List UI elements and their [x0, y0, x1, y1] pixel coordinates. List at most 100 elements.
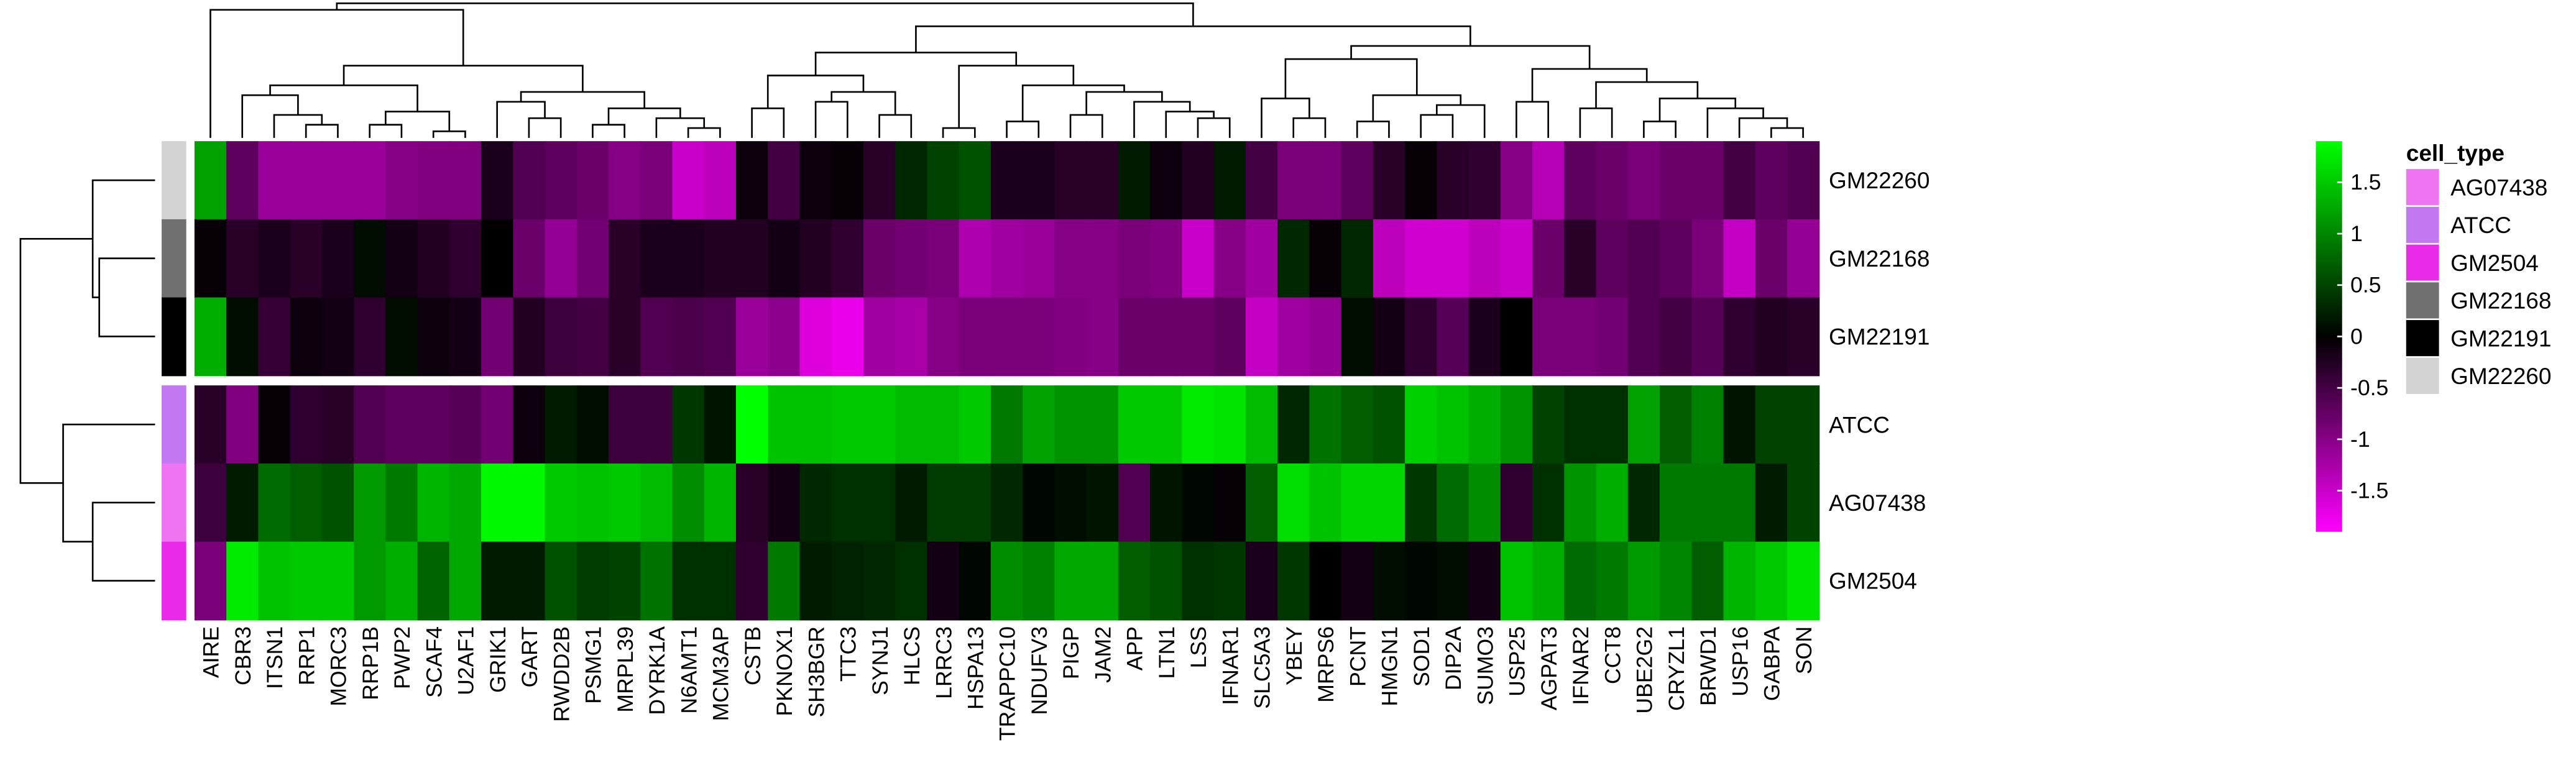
heatmap-cell	[1723, 297, 1756, 377]
heatmap-cell	[609, 541, 642, 621]
heatmap-cell	[609, 141, 642, 220]
heatmap-cell	[1182, 297, 1215, 377]
heatmap-cell	[1118, 385, 1151, 464]
dendrogram-branch	[1085, 91, 1163, 115]
heatmap-cell	[799, 219, 832, 298]
heatmap-cell	[1532, 219, 1565, 298]
heatmap-cell	[959, 541, 991, 621]
column-label: MCM3AP	[709, 626, 734, 721]
heatmap-cell	[321, 219, 355, 298]
heatmap-cell	[417, 141, 450, 220]
heatmap-cell	[768, 541, 801, 621]
heatmap-cell	[513, 541, 546, 621]
heatmap-cell	[959, 219, 991, 298]
dendrogram-branch	[1579, 108, 1613, 138]
heatmap-cell	[768, 219, 801, 298]
heatmap-cell	[863, 541, 896, 621]
heatmap-cell	[1054, 541, 1087, 621]
heatmap-cell	[895, 297, 928, 377]
heatmap-cell	[481, 141, 514, 220]
heatmap-cell	[831, 385, 865, 464]
heatmap-cell	[576, 297, 610, 377]
column-label: TRAPPC10	[995, 626, 1020, 741]
heatmap-cell	[863, 463, 896, 542]
column-label: PWP2	[390, 626, 415, 689]
heatmap-cell	[1023, 297, 1056, 377]
heatmap-cell	[513, 385, 546, 464]
heatmap-cell	[1691, 141, 1724, 220]
heatmap-cell	[545, 463, 577, 542]
heatmap-cell	[1564, 219, 1597, 298]
heatmap-cell	[226, 385, 259, 464]
heatmap-cell	[385, 219, 418, 298]
heatmap-cell	[226, 219, 259, 298]
dendrogram-branch	[942, 127, 976, 138]
dendrogram-branch	[1643, 121, 1677, 138]
dendrogram-branch	[91, 179, 155, 298]
heatmap-cell	[290, 541, 323, 621]
heatmap-cell	[895, 541, 928, 621]
heatmap-cell	[385, 385, 418, 464]
heatmap-cell	[640, 463, 673, 542]
color-scale-tick-label: 0.5	[2350, 273, 2381, 298]
column-label: CRYZL1	[1664, 626, 1689, 711]
dendrogram-branch	[1595, 81, 1699, 109]
heatmap-cell	[1787, 219, 1820, 298]
heatmap-cell	[449, 297, 482, 377]
column-label: APP	[1123, 626, 1148, 670]
heatmap-cell	[927, 541, 960, 621]
heatmap-cell	[1468, 463, 1501, 542]
heatmap-cell	[1213, 297, 1246, 377]
dendrogram-branch	[1284, 58, 1418, 99]
dendrogram-branch	[384, 111, 451, 132]
heatmap-cell	[576, 541, 610, 621]
heatmap-cell	[1596, 141, 1629, 220]
heatmap-cell	[1245, 463, 1279, 542]
heatmap-cell	[1341, 385, 1374, 464]
heatmap-cell	[1660, 219, 1693, 298]
heatmap-cell	[640, 541, 673, 621]
heatmap-cell	[258, 219, 291, 298]
heatmap-cell	[1118, 297, 1151, 377]
heatmap-cell	[1086, 541, 1119, 621]
heatmap-cell	[194, 385, 228, 464]
dendrogram-branch	[1372, 94, 1462, 122]
heatmap-cell	[1213, 541, 1246, 621]
heatmap-cell	[290, 297, 323, 377]
heatmap-cell	[1627, 385, 1661, 464]
heatmap-cell	[1437, 297, 1470, 377]
heatmap-cell	[1023, 541, 1056, 621]
dendrogram-branch	[1516, 101, 1549, 138]
heatmap-cell	[1213, 385, 1246, 464]
heatmap-cell	[831, 541, 865, 621]
heatmap-cell	[1150, 541, 1183, 621]
heatmap-cell	[1023, 463, 1056, 542]
heatmap-cell	[1596, 541, 1629, 621]
heatmap-cell	[1787, 541, 1820, 621]
heatmap-cell	[1213, 463, 1246, 542]
dendrogram-branch	[1658, 98, 1737, 122]
row-annotation-cell	[162, 141, 186, 220]
heatmap-cell	[1532, 463, 1565, 542]
heatmap-cell	[385, 297, 418, 377]
column-label: USP16	[1727, 626, 1752, 697]
dendrogram-branch	[520, 91, 645, 109]
heatmap-cell	[990, 541, 1024, 621]
heatmap-cell	[1691, 541, 1724, 621]
heatmap-cell	[1405, 541, 1438, 621]
heatmap-cell	[194, 541, 228, 621]
heatmap-cell	[609, 385, 642, 464]
heatmap-cell	[321, 297, 355, 377]
heatmap-cell	[1086, 297, 1119, 377]
dendrogram-branch	[1261, 98, 1310, 138]
heatmap-cell	[226, 541, 259, 621]
color-scale-tick-label: 1.5	[2350, 170, 2381, 194]
heatmap-cell	[1341, 141, 1374, 220]
heatmap-cell	[927, 297, 960, 377]
legend-title: cell_type	[2406, 140, 2505, 166]
column-label: SUMO3	[1473, 626, 1497, 705]
heatmap-cell	[1054, 219, 1087, 298]
dendrogram-branch	[98, 257, 155, 337]
dendrogram-branch	[209, 9, 464, 138]
heatmap-cell	[258, 463, 291, 542]
